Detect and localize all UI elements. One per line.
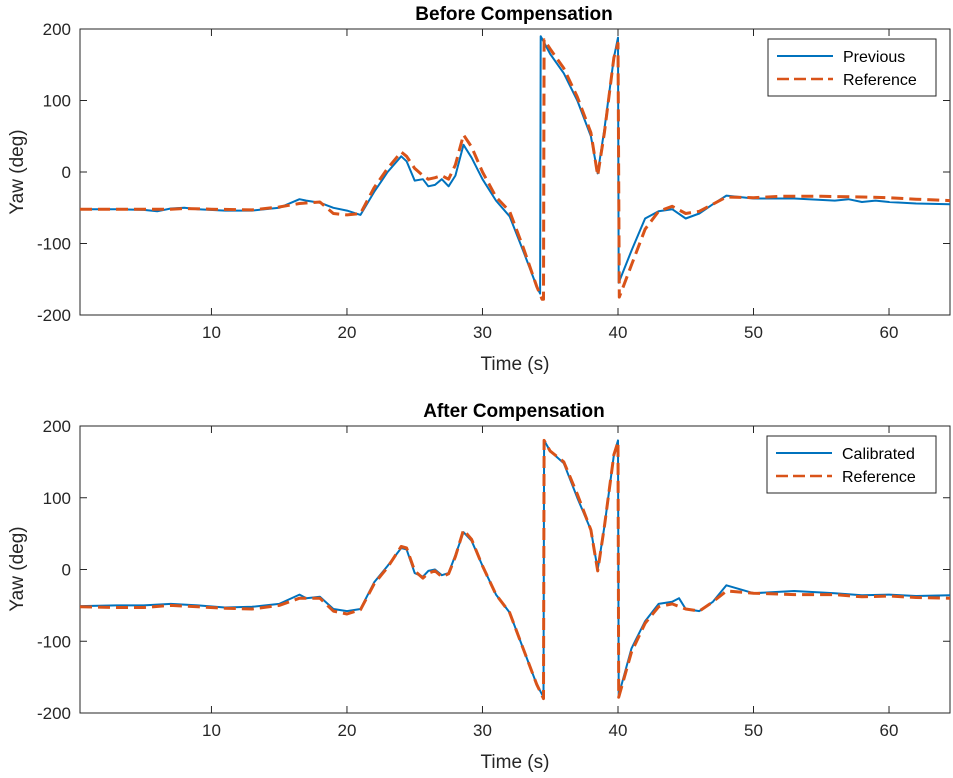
y-axis-label: Yaw (deg) xyxy=(7,526,28,611)
x-axis-label: Time (s) xyxy=(481,752,550,773)
legend: Calibrated Reference xyxy=(766,435,937,494)
y-axis-label: Yaw (deg) xyxy=(7,129,28,214)
legend-label-reference: Reference xyxy=(842,469,916,486)
y-tick-label: -200 xyxy=(37,704,71,723)
y-tick-label: 0 xyxy=(62,163,71,182)
legend-label-calibrated: Calibrated xyxy=(842,446,915,463)
series-layer xyxy=(79,438,951,701)
y-tick-label: 200 xyxy=(43,417,71,436)
y-tick-label: -200 xyxy=(37,306,71,325)
legend-label-reference: Reference xyxy=(843,72,917,89)
x-tick-label: 10 xyxy=(202,721,221,740)
series-line-previous xyxy=(80,35,951,295)
x-tick-label: 60 xyxy=(880,323,899,342)
chart-after-compensation: After Compensation 10 20 30 40 50 60 -200 -100 0… xyxy=(7,401,951,773)
y-tick-label: 200 xyxy=(43,20,71,39)
series-line-reference xyxy=(79,438,951,701)
x-tick-label: 20 xyxy=(338,323,357,342)
legend-box xyxy=(767,38,937,97)
series-layer xyxy=(80,35,951,301)
legend: Previous Reference xyxy=(767,38,937,97)
x-tick-label: 50 xyxy=(744,721,763,740)
tick-group: 10 20 30 40 50 60 -200 -100 0 100 200 xyxy=(37,417,950,740)
chart-title: Before Compensation xyxy=(415,4,612,25)
y-tick-label: -100 xyxy=(37,235,71,254)
y-tick-label: 0 xyxy=(62,561,71,580)
x-tick-label: 20 xyxy=(338,721,357,740)
series-line-reference xyxy=(80,38,951,301)
x-tick-label: 30 xyxy=(473,323,492,342)
y-tick-label: 100 xyxy=(43,92,71,111)
x-tick-label: 40 xyxy=(609,323,628,342)
x-tick-label: 50 xyxy=(744,323,763,342)
x-tick-label: 60 xyxy=(880,721,899,740)
y-tick-label: 100 xyxy=(43,489,71,508)
chart-title: After Compensation xyxy=(423,401,605,422)
chart-before-compensation: Before Compensation 10 20 30 40 50 60 -200 -100… xyxy=(7,4,951,375)
tick-group: 10 20 30 40 50 60 -200 -100 0 100 200 xyxy=(37,20,950,342)
x-axis-label: Time (s) xyxy=(481,354,550,375)
x-tick-label: 40 xyxy=(609,721,628,740)
legend-box xyxy=(766,435,937,494)
legend-label-previous: Previous xyxy=(843,49,905,66)
x-tick-label: 30 xyxy=(473,721,492,740)
x-tick-label: 10 xyxy=(202,323,221,342)
y-tick-label: -100 xyxy=(37,632,71,651)
